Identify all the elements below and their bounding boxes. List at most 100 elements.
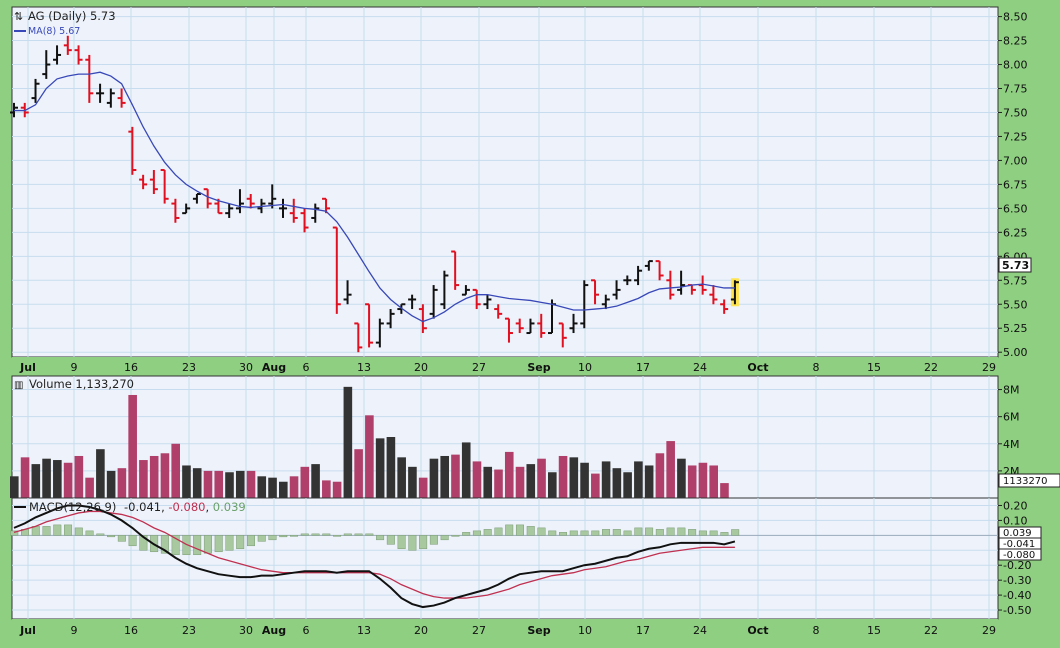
date-tick-label: 10 [578, 361, 592, 374]
date-tick-label: Sep [527, 361, 550, 374]
ohlc-bar [397, 303, 406, 314]
date-tick-label: 22 [924, 624, 938, 637]
ohlc-bar [558, 322, 567, 348]
volume-bar [106, 470, 116, 498]
price-panel [11, 6, 999, 358]
price-tick-label: 5.50 [1003, 298, 1028, 311]
ticker-icon: ⇅ [14, 10, 23, 23]
ohlc-bar [601, 294, 610, 310]
volume-bar [548, 472, 557, 498]
macd-histogram-bar [645, 527, 654, 536]
ma-line [14, 71, 735, 323]
volume-tick-label: 8M [1003, 384, 1020, 397]
ohlc-bar [386, 309, 395, 329]
date-tick-label: Sep [527, 624, 550, 637]
macd-histogram-bar [666, 527, 675, 536]
volume-bar [494, 469, 503, 498]
signal-line [13, 510, 735, 599]
volume-bar [96, 449, 105, 498]
volume-bar [504, 451, 514, 498]
volume-bar [677, 458, 686, 498]
date-tick-label: Aug [262, 361, 286, 374]
macd-histogram-bar [193, 535, 202, 556]
volume-bar [440, 455, 449, 498]
macd-histogram-bar [688, 529, 697, 536]
macd-histogram-bar [623, 530, 632, 536]
volume-bar [300, 466, 310, 498]
last-price-label: 5.73 [1002, 259, 1029, 272]
macd-tick-label: 0.20 [1003, 499, 1028, 512]
price-bars [10, 35, 739, 353]
ohlc-bar [655, 260, 664, 281]
date-tick-label: Oct [747, 624, 768, 637]
macd-histogram-bar [429, 535, 438, 545]
volume-tick-label: 6M [1003, 411, 1020, 424]
date-tick-label: Jul [19, 361, 36, 374]
last-price-box [998, 257, 1032, 273]
price-tick-label: 8.50 [1003, 11, 1028, 24]
macd-tick-label: -0.20 [1003, 559, 1031, 572]
volume-bar [375, 438, 385, 498]
ohlc-bar [720, 299, 729, 314]
ohlc-bar [472, 288, 481, 310]
macd-histogram-bar [419, 535, 428, 550]
macd-histogram-bar [311, 533, 320, 536]
ohlc-bar [418, 304, 427, 334]
macd-histogram-bar [376, 535, 385, 541]
ohlc-bar [666, 270, 675, 300]
ohlc-bar [279, 198, 287, 218]
ohlc-bar [96, 83, 105, 103]
macd-histogram-bar [53, 524, 62, 536]
date-tick-label: 24 [693, 361, 707, 374]
ohlc-bar [365, 303, 374, 348]
macd-histogram-bar [74, 527, 83, 536]
date-tick-label: 8 [813, 624, 820, 637]
macd-histogram-bar [462, 532, 471, 536]
volume-bar [225, 472, 234, 498]
ohlc-bar [85, 54, 94, 103]
volume-bar [451, 454, 460, 498]
macd-value-badge [998, 548, 1042, 561]
ohlc-bar [31, 78, 40, 103]
volume-bar [214, 470, 224, 498]
macd-histogram-bar [96, 533, 105, 536]
date-tick-label: 17 [636, 361, 650, 374]
date-tick-label: 22 [924, 361, 938, 374]
volume-title: Volume 1,133,270 [29, 377, 134, 391]
macd-histogram-bar [365, 533, 374, 536]
macd-histogram-bar [709, 530, 718, 536]
macd-histogram-bar [451, 535, 460, 537]
volume-bar [117, 468, 127, 498]
date-tick-label: 30 [239, 624, 253, 637]
volume-bar [31, 464, 41, 498]
ohlc-bar [332, 226, 341, 314]
date-tick-label: 8 [813, 361, 820, 374]
ohlc-bar [192, 192, 201, 204]
volume-bar [246, 470, 256, 498]
macd-value-badge-label: -0.080 [1003, 550, 1035, 561]
date-tick-label: 27 [472, 624, 486, 637]
volume-bar [128, 394, 137, 498]
macd-histogram-bar [10, 530, 19, 536]
macd-histogram-bar [634, 527, 643, 536]
macd-date-labels: Jul 9 16 23 30 Aug 6 13 20 27 Sep 10 17 24 Oct 8 15 22 29 [19, 624, 996, 637]
ohlc-bar [375, 318, 384, 348]
ohlc-bar [63, 35, 72, 55]
ohlc-bar [698, 275, 707, 295]
price-tick-label: 5.00 [1003, 346, 1028, 359]
volume-bar [644, 465, 654, 498]
macd-histogram-bar [602, 529, 611, 536]
macd-histogram-bar [548, 530, 557, 536]
volume-bar [601, 461, 611, 498]
volume-bar [483, 466, 493, 498]
volume-bar [386, 437, 396, 498]
ohlc-bar [504, 317, 513, 343]
date-tick-label: Jul [19, 624, 36, 637]
macd-value-badges: 0.039-0.041-0.080 [998, 526, 1042, 561]
volume-bar [612, 468, 622, 498]
macd-value-badge-label: -0.041 [1003, 539, 1035, 550]
volume-bar [408, 466, 417, 498]
volume-bar [698, 462, 708, 498]
volume-bar [20, 457, 30, 498]
macd-grid [12, 498, 998, 619]
